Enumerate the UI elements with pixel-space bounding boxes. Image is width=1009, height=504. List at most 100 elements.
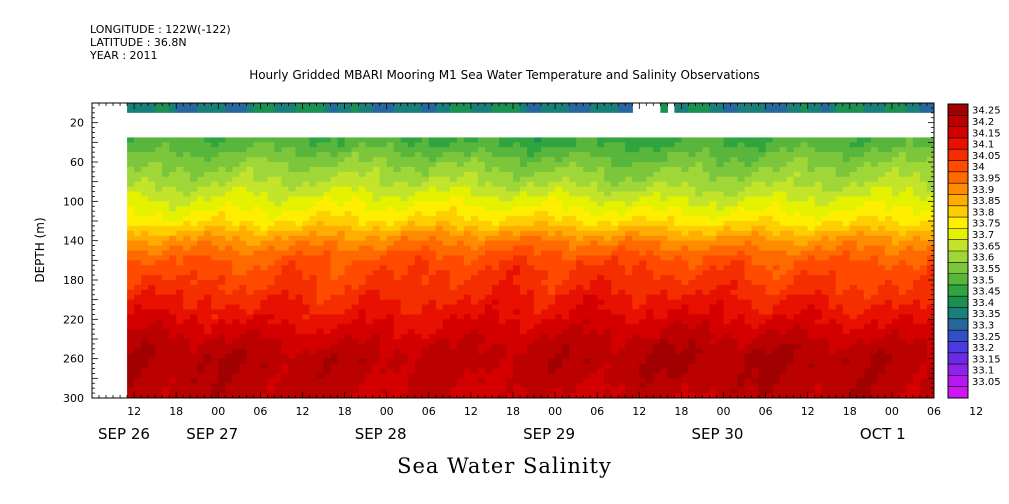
heatmap-cell [204, 393, 212, 398]
heatmap-cell [660, 348, 668, 355]
heatmap-cell [197, 255, 205, 261]
heatmap-cell [372, 368, 381, 375]
heatmap-cell [386, 240, 395, 247]
heatmap-cell [141, 176, 149, 183]
heatmap-cell [477, 280, 486, 286]
heatmap-cell [421, 378, 430, 384]
heatmap-cell [246, 289, 254, 296]
heatmap-cell [779, 334, 788, 340]
heatmap-cell [674, 324, 682, 330]
heatmap-cell [498, 216, 507, 222]
heatmap-cell [169, 157, 177, 163]
heatmap-cell [597, 373, 605, 379]
heatmap-cell [204, 270, 212, 276]
heatmap-cell [604, 255, 612, 261]
heatmap-cell [470, 166, 479, 173]
heatmap-cell [646, 339, 654, 345]
heatmap-cell [197, 206, 205, 212]
heatmap-cell [176, 304, 184, 311]
heatmap-cell [267, 191, 276, 198]
heatmap-cell [660, 216, 668, 222]
heatmap-cell [520, 348, 528, 355]
heatmap-cell [211, 181, 219, 188]
heatmap-cell [625, 329, 633, 335]
heatmap-cell [618, 206, 626, 212]
heatmap-cell [393, 294, 402, 301]
heatmap-cell [351, 142, 360, 148]
heatmap-cell [134, 358, 142, 365]
heatmap-cell [456, 211, 465, 217]
heatmap-cell [302, 329, 311, 335]
heatmap-cell [169, 255, 177, 261]
heatmap-cell [527, 260, 535, 266]
heatmap-cell [498, 206, 507, 212]
heatmap-cell [309, 348, 318, 355]
heatmap-cell [541, 240, 549, 247]
heatmap-cell [204, 137, 212, 143]
heatmap-cell [351, 294, 360, 301]
heatmap-cell [772, 152, 781, 158]
heatmap-cell [463, 343, 472, 350]
heatmap-cell [281, 339, 290, 345]
heatmap-cell [639, 319, 647, 325]
heatmap-cell [148, 147, 156, 153]
heatmap-cell [253, 166, 261, 173]
heatmap-cell [127, 191, 135, 198]
heatmap-cell [232, 299, 240, 306]
heatmap-cell [611, 388, 619, 394]
heatmap-cell [414, 230, 423, 237]
heatmap-cell [246, 166, 254, 173]
heatmap-cell [484, 324, 493, 330]
heatmap-cell [197, 137, 205, 143]
heatmap-cell [260, 152, 269, 158]
heatmap-cell [646, 201, 654, 207]
heatmap-cell [463, 393, 472, 398]
heatmap-cell [323, 147, 332, 153]
heatmap-cell [625, 176, 633, 183]
heatmap-cell [470, 314, 479, 320]
heatmap-cell [583, 176, 591, 183]
heatmap-cell [211, 363, 219, 370]
heatmap-cell [576, 324, 584, 330]
heatmap-cell [779, 289, 788, 296]
heatmap-cell [162, 289, 170, 296]
heatmap-cell [477, 270, 486, 276]
heatmap-cell [246, 221, 254, 227]
heatmap-cell [534, 275, 542, 281]
heatmap-cell [386, 137, 395, 143]
heatmap-cell [583, 196, 591, 202]
heatmap-cell [407, 299, 416, 306]
heatmap-cell [218, 270, 226, 276]
heatmap-cell [723, 275, 732, 281]
heatmap-cell [513, 309, 521, 316]
heatmap-cell [667, 162, 675, 168]
heatmap-cell [569, 393, 577, 398]
heatmap-cell [379, 152, 388, 158]
heatmap-cell [484, 211, 493, 217]
heatmap-cell [414, 378, 423, 384]
heatmap-cell [141, 225, 149, 232]
heatmap-cell [569, 383, 577, 389]
heatmap-cell [183, 304, 191, 311]
heatmap-cell [618, 176, 626, 183]
heatmap-cell [141, 245, 149, 252]
heatmap-cell [569, 319, 577, 325]
heatmap-cell [646, 378, 654, 384]
heatmap-cell [723, 265, 732, 271]
heatmap-cell [309, 363, 318, 370]
heatmap-cell [190, 368, 198, 375]
heatmap-cell [730, 176, 739, 183]
heatmap-cell [744, 265, 753, 271]
heatmap-cell [183, 373, 191, 379]
heatmap-cell [463, 240, 472, 247]
heatmap-cell [611, 363, 619, 370]
heatmap-cell [176, 270, 184, 276]
heatmap-cell [498, 393, 507, 398]
heatmap-cell [337, 230, 346, 237]
heatmap-cell [520, 211, 528, 217]
heatmap-cell [548, 348, 556, 355]
heatmap-cell [569, 147, 577, 153]
heatmap-cell [569, 225, 577, 232]
heatmap-cell [365, 319, 374, 325]
heatmap-cell [470, 324, 479, 330]
